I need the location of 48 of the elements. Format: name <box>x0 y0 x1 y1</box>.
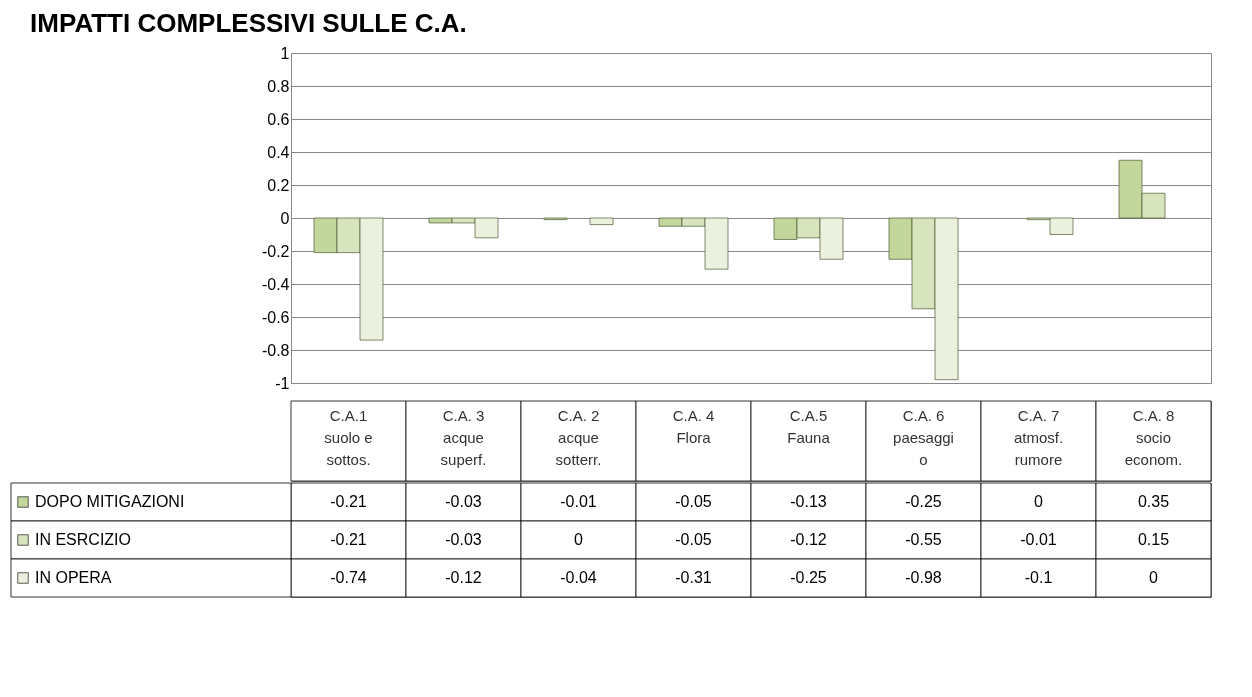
y-tick-label: -0.6 <box>261 308 290 326</box>
x-tick-label: C.A.5 Fauna <box>787 407 831 446</box>
data-label: 0 <box>574 531 584 548</box>
data-label: -0.21 <box>330 531 367 548</box>
data-label: -0.03 <box>445 531 482 548</box>
data-label: -0.04 <box>560 569 597 586</box>
data-label: -0.12 <box>445 569 482 586</box>
y-tick-label: 0.4 <box>267 143 290 161</box>
data-label: -0.01 <box>560 493 597 510</box>
data-label: -0.55 <box>905 531 942 548</box>
data-label: -0.12 <box>790 531 827 548</box>
y-tick-label: 0 <box>280 209 290 227</box>
data-label: -0.25 <box>790 569 827 586</box>
data-label: -0.21 <box>330 493 367 510</box>
x-tick-label: C.A. 2 acque sotterr. <box>555 407 602 468</box>
y-tick-label: 0.2 <box>267 176 290 194</box>
data-label: -0.31 <box>675 569 712 586</box>
data-label: -0.13 <box>790 493 827 510</box>
data-label: 0.15 <box>1137 531 1170 548</box>
y-tick-label: 0.6 <box>267 110 290 128</box>
data-label: -0.1 <box>1024 569 1053 586</box>
legend-label: IN OPERA <box>35 569 112 586</box>
legend-label: IN ESRCIZIO <box>35 531 132 548</box>
y-tick-label: 1 <box>280 44 290 62</box>
data-label: -0.05 <box>675 493 712 510</box>
x-tick-label: C.A. 7 atmosf. rumore <box>1013 407 1064 468</box>
data-label: 0.35 <box>1137 493 1170 510</box>
data-label: -0.05 <box>675 531 712 548</box>
data-label: 0 <box>1149 569 1159 586</box>
bar <box>589 217 614 225</box>
x-tick-label: C.A. 8 socio econom. <box>1124 407 1183 468</box>
legend-label: DOPO MITIGAZIONI <box>35 493 185 510</box>
chart-title: IMPATTI COMPLESSIVI SULLE C.A. <box>30 7 467 38</box>
y-tick-label: -0.8 <box>261 341 290 359</box>
y-tick-label: -0.4 <box>261 275 290 293</box>
y-tick-label: -1 <box>275 374 290 392</box>
data-label: -0.98 <box>905 569 942 586</box>
y-tick-label: 0.8 <box>267 77 290 95</box>
x-tick-label: C.A.1 suolo e sottos. <box>324 407 373 468</box>
data-label: 0 <box>1034 493 1044 510</box>
y-tick-label: -0.2 <box>261 242 290 260</box>
x-tick-label: C.A. 4 Flora <box>672 407 715 446</box>
x-tick-label: C.A. 6 paesaggi o <box>893 407 954 468</box>
data-label: -0.25 <box>905 493 942 510</box>
x-tick-label: C.A. 3 acque superf. <box>440 407 487 468</box>
data-label: -0.01 <box>1020 531 1057 548</box>
data-label: -0.74 <box>330 569 367 586</box>
data-label: -0.03 <box>445 493 482 510</box>
